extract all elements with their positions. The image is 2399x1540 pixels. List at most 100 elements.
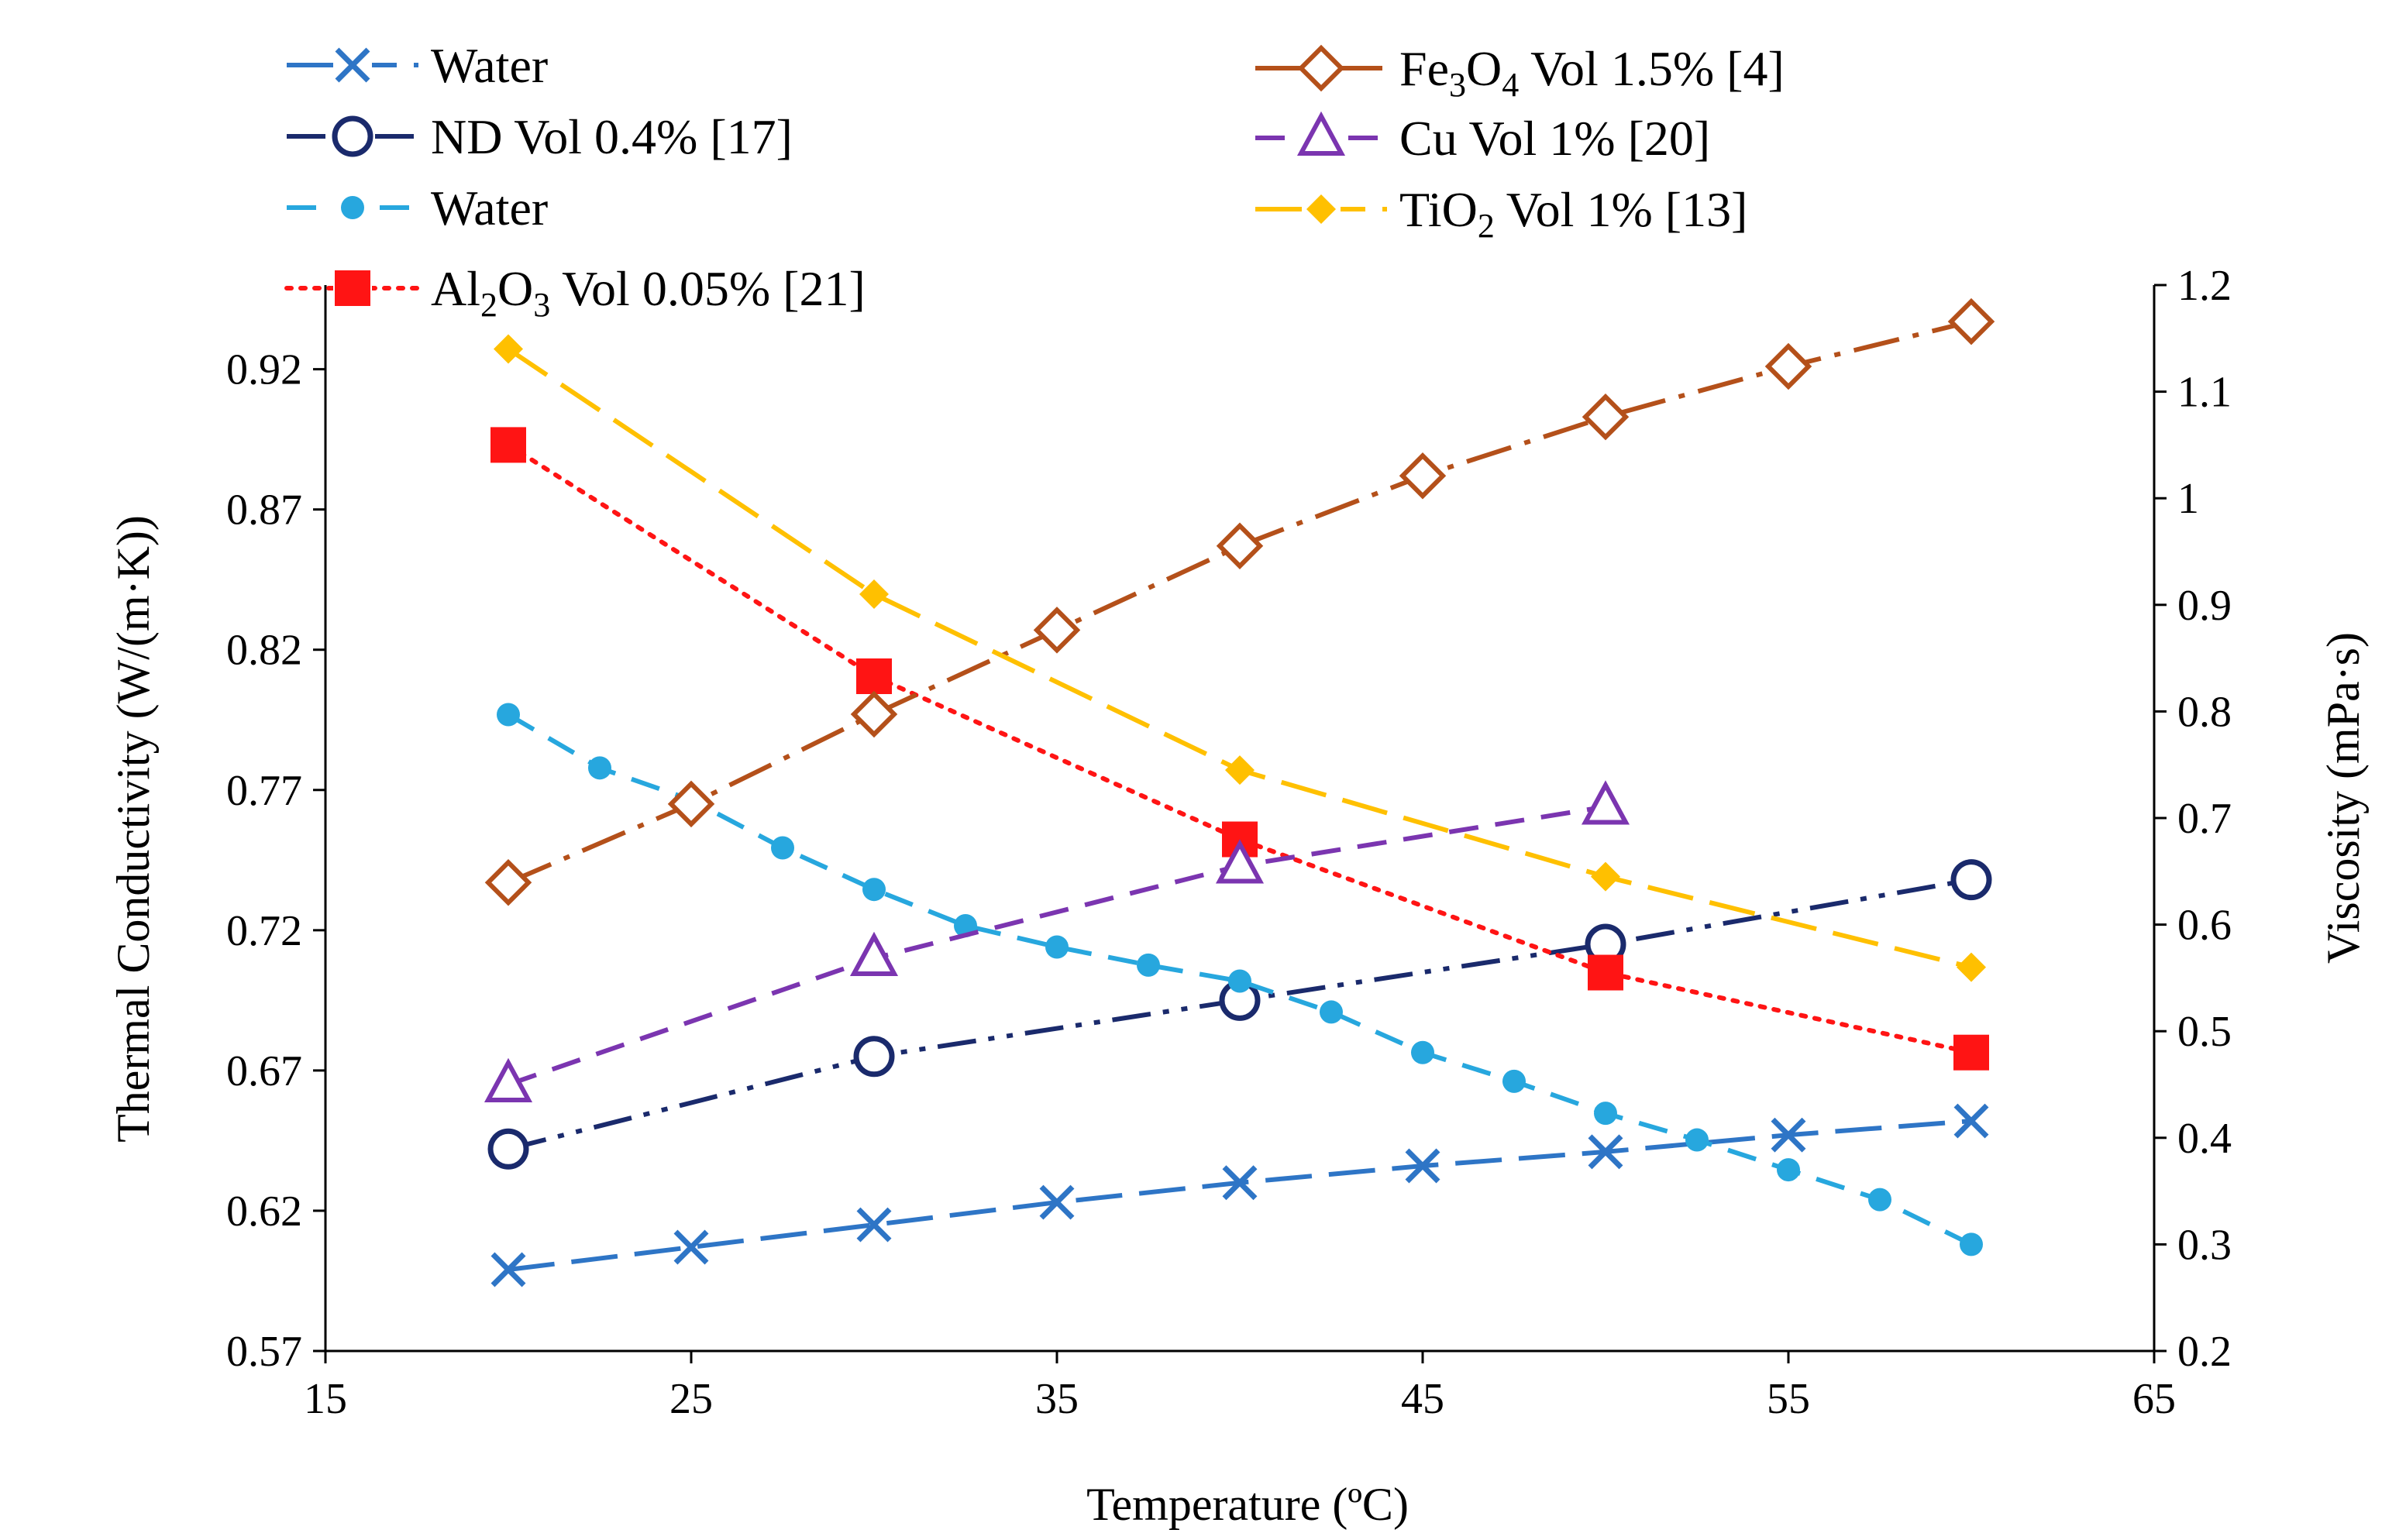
y2-tick-label: 0.3	[2177, 1221, 2232, 1269]
data-point	[862, 878, 886, 902]
legend-item: Water	[287, 38, 548, 93]
legend-label: ND Vol 0.4% [17]	[431, 109, 793, 164]
data-point	[494, 334, 523, 364]
data-point	[853, 1036, 895, 1078]
data-point	[1225, 755, 1255, 785]
legend-label-text: ND Vol 0.4% [17]	[431, 109, 793, 164]
y2-tick-label: 1.2	[2177, 262, 2232, 310]
legend-label: Cu Vol 1% [20]	[1399, 111, 1710, 166]
data-point	[484, 859, 532, 906]
legend-label-text: O	[497, 261, 533, 316]
series-1	[487, 859, 1992, 1170]
y-tick-label: 0.77	[226, 767, 302, 815]
chart-series-layer	[484, 297, 1995, 1287]
data-point	[856, 1207, 892, 1243]
y2-tick-label: 0.9	[2177, 582, 2232, 630]
data-point	[1588, 1134, 1623, 1170]
legend-label-text: O	[1466, 41, 1502, 96]
x-tick-label: 65	[2132, 1375, 2176, 1423]
legend-label: TiO2 Vol 1% [13]	[1399, 182, 1747, 245]
data-point	[588, 756, 611, 780]
data-point	[1137, 953, 1160, 977]
data-point	[1411, 1040, 1434, 1064]
data-point	[497, 703, 520, 727]
series-0	[490, 1103, 1989, 1287]
data-point	[490, 427, 526, 463]
legend-label-subscript: 3	[1449, 66, 1466, 104]
legend-label-subscript: 2	[480, 286, 497, 324]
x-tick-label: 55	[1767, 1375, 1810, 1423]
data-point	[1960, 1232, 1983, 1256]
data-point	[1950, 859, 1992, 901]
y2-axis-title: Viscosity (mPa·s)	[2318, 632, 2369, 964]
data-point	[1685, 1128, 1709, 1152]
data-point	[1764, 342, 1812, 390]
y-axis-title: Thermal Conductivity (W/(m·K))	[108, 515, 159, 1143]
x-tick-label: 15	[304, 1375, 347, 1423]
y2-tick-label: 1.1	[2177, 369, 2232, 417]
y-tick-label: 0.72	[226, 907, 302, 955]
series-6	[494, 334, 1986, 982]
y2-tick-label: 1	[2177, 475, 2199, 523]
legend-marker	[335, 270, 370, 306]
legend-label-text: Vol 1.5% [4]	[1519, 41, 1785, 96]
data-point	[1222, 1165, 1258, 1201]
legend-item: TiO2 Vol 1% [13]	[1255, 182, 1747, 245]
data-point	[1582, 393, 1630, 441]
data-point	[1045, 935, 1069, 959]
legend-marker	[1296, 111, 1346, 156]
data-point	[1320, 1000, 1343, 1024]
data-point	[484, 1057, 533, 1102]
y-tick-label: 0.67	[226, 1047, 302, 1095]
legend-item: ND Vol 0.4% [17]	[287, 109, 793, 164]
legend-marker	[1297, 44, 1345, 92]
data-point	[1777, 1158, 1800, 1182]
x-tick-label: 25	[669, 1375, 713, 1423]
legend-label-text: Cu Vol 1% [20]	[1399, 111, 1710, 166]
data-point	[771, 836, 794, 860]
y-tick-label: 0.62	[226, 1188, 302, 1236]
legend-marker	[332, 115, 373, 157]
data-point	[856, 658, 892, 694]
y2-tick-label: 0.2	[2177, 1328, 2232, 1376]
legend-label: Al2O3 Vol 0.05% [21]	[431, 261, 866, 324]
legend-label: Fe3O4 Vol 1.5% [4]	[1399, 41, 1785, 104]
legend-label: Water	[431, 38, 548, 93]
y-tick-label: 0.57	[226, 1328, 302, 1376]
data-point	[849, 931, 899, 977]
legend-label-text: Fe	[1399, 41, 1449, 96]
data-point	[1502, 1069, 1526, 1093]
legend-label-text: Water	[431, 38, 548, 93]
legend-label: Water	[431, 180, 548, 235]
legend-label-subscript: 3	[533, 286, 550, 324]
legend-label-text: Vol 0.05% [21]	[550, 261, 866, 316]
legend-item: Al2O3 Vol 0.05% [21]	[284, 261, 866, 324]
data-point	[673, 1229, 709, 1265]
data-point	[1215, 839, 1265, 884]
legend-label-subscript: 4	[1502, 66, 1519, 104]
data-point	[1957, 952, 1986, 982]
y2-tick-label: 0.8	[2177, 688, 2232, 736]
y2-tick-label: 0.6	[2177, 902, 2232, 950]
legend-item: Cu Vol 1% [20]	[1255, 111, 1710, 166]
legend-label-subscript: 2	[1478, 207, 1495, 245]
y-tick-label: 0.92	[226, 346, 302, 394]
legend-label-text: Water	[431, 180, 548, 235]
y-tick-label: 0.82	[226, 627, 302, 675]
legend-label-text: Al	[431, 261, 480, 316]
data-point	[667, 780, 715, 828]
data-point	[1594, 1102, 1617, 1126]
x-tick-label: 45	[1401, 1375, 1444, 1423]
data-point	[1033, 607, 1081, 654]
series-4	[484, 297, 1995, 906]
data-point	[490, 1252, 526, 1287]
series-5	[484, 780, 1630, 1102]
data-point	[1216, 522, 1264, 570]
legend-label-text: TiO	[1399, 182, 1478, 237]
legend-marker	[1306, 194, 1336, 224]
y2-tick-label: 0.4	[2177, 1115, 2232, 1163]
legend-marker	[341, 196, 364, 219]
data-point	[1953, 1034, 1989, 1071]
data-point	[1039, 1184, 1075, 1220]
